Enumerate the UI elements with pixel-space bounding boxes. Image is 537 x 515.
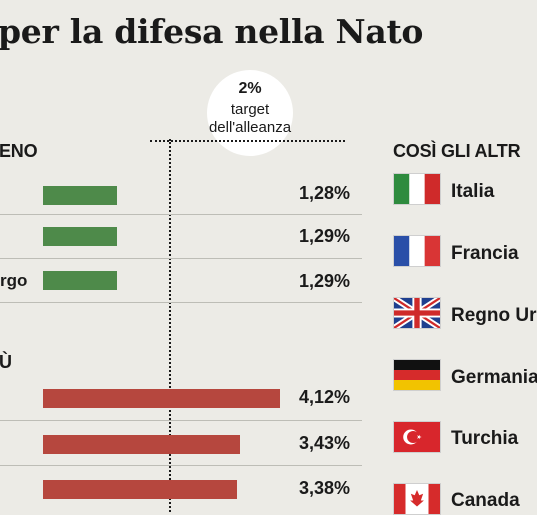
country-label: Regno Ur [451, 305, 537, 326]
value-label: 1,29% [298, 271, 350, 291]
row-separator [0, 214, 362, 215]
country-label: Italia [451, 181, 495, 202]
row-label: rgo [0, 271, 28, 290]
bar [43, 227, 117, 246]
target-dotted-line [169, 139, 171, 512]
value-label: 3,43% [298, 433, 350, 453]
row-separator [0, 302, 362, 303]
row-separator [0, 420, 362, 421]
target-value-label: 2% [238, 80, 262, 97]
country-label: Turchia [451, 428, 519, 449]
group-header-highest: Ù [0, 352, 12, 372]
value-label: 1,28% [298, 183, 350, 203]
other-countries-header: COSÌ GLI ALTR [393, 141, 521, 161]
target-header-dotted-line [150, 140, 345, 142]
france-flag-icon [393, 235, 441, 267]
target-sublabel: dell'alleanza [208, 119, 292, 136]
italy-flag-icon [393, 173, 441, 205]
target-label: target [230, 101, 270, 118]
bar [43, 389, 280, 408]
group-header-lowest: ENO [0, 141, 38, 161]
bar [43, 480, 237, 499]
value-label: 1,29% [298, 226, 350, 246]
bar [43, 186, 117, 205]
turkey-flag-icon [393, 421, 441, 453]
country-label: Germania [451, 367, 537, 388]
chart-title: per la difesa nella Nato [0, 12, 424, 51]
uk-flag-icon [393, 297, 441, 329]
row-separator [0, 465, 362, 466]
bar [43, 271, 117, 290]
canada-flag-icon [393, 483, 441, 515]
row-separator [0, 258, 362, 259]
country-label: Francia [451, 243, 519, 264]
value-label: 4,12% [298, 387, 350, 407]
country-label: Canada [451, 490, 520, 511]
germany-flag-icon [393, 359, 441, 391]
bar [43, 435, 240, 454]
value-label: 3,38% [298, 478, 350, 498]
